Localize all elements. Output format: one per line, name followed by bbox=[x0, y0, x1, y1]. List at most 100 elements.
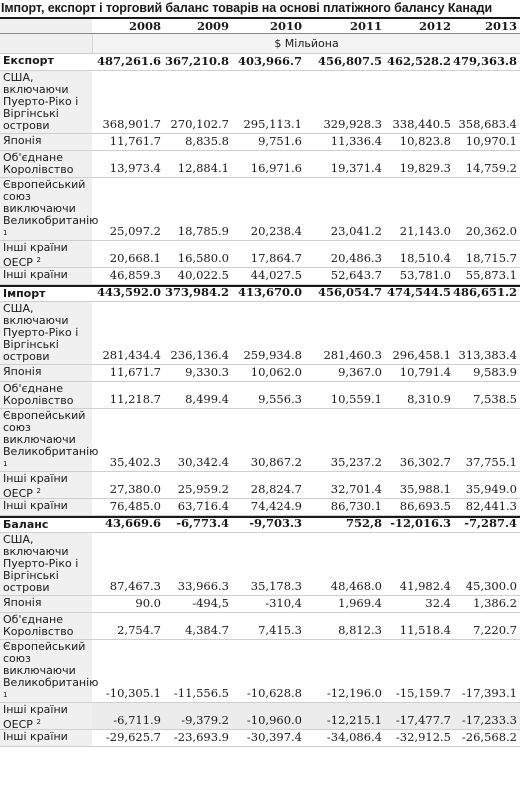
value-cell: 373,984.2 bbox=[164, 285, 229, 299]
value-cell: 9,556.3 bbox=[258, 392, 302, 406]
year-header: 2013 bbox=[484, 18, 517, 33]
row-label-text: Європейський союз виключаючи Великобрита… bbox=[3, 409, 99, 458]
value-cell: -17,233.3 bbox=[461, 713, 517, 727]
value-cell: 74,424.9 bbox=[250, 499, 302, 513]
row-label: Імпорт bbox=[0, 287, 92, 301]
value-cell: 10,559.1 bbox=[330, 392, 382, 406]
footnote-marker: 2 bbox=[36, 718, 41, 726]
value-cell: 281,434.4 bbox=[102, 348, 161, 362]
value-cell: 18,785.9 bbox=[177, 224, 229, 238]
value-cell: 368,901.7 bbox=[102, 117, 161, 131]
value-cell: 11,761.7 bbox=[109, 134, 161, 148]
value-cell: 30,342.4 bbox=[177, 455, 229, 469]
table-row: Японія 11,761.7 8,835.8 9,751.6 11,336.4 10,8… bbox=[0, 134, 520, 151]
value-cell: 462,528.2 bbox=[386, 54, 451, 68]
row-label-text: США, включаючи Пуерто-Ріко і Віргінські … bbox=[3, 71, 79, 132]
row-label-text: Інші країни bbox=[3, 268, 68, 281]
row-label-text: Об'єднане Королівство bbox=[3, 151, 74, 176]
value-cell: -11,556.5 bbox=[173, 686, 229, 700]
row-label: Об'єднане Королівство bbox=[0, 382, 92, 408]
table-row: США, включаючи Пуерто-Ріко і Віргінські … bbox=[0, 533, 520, 596]
row-label: Європейський союз виключаючи Великобрита… bbox=[0, 640, 98, 702]
value-cell: 86,730.1 bbox=[330, 499, 382, 513]
value-cell: 338,440.5 bbox=[392, 117, 451, 131]
row-label-text: США, включаючи Пуерто-Ріко і Віргінські … bbox=[3, 533, 79, 594]
year-header: 2011 bbox=[349, 18, 382, 33]
value-cell: 35,178.3 bbox=[250, 579, 302, 593]
value-cell: 296,458.1 bbox=[392, 348, 451, 362]
value-cell: 25,097.2 bbox=[109, 224, 161, 238]
value-cell: 474,544.5 bbox=[386, 285, 451, 299]
value-cell: 10,791.4 bbox=[399, 365, 451, 379]
table-row: Об'єднане Королівство 11,218.7 8,499.4 9,55… bbox=[0, 382, 520, 409]
value-cell: -29,625.7 bbox=[105, 730, 161, 744]
value-cell: 11,218.7 bbox=[109, 392, 161, 406]
value-cell: 10,970.1 bbox=[465, 134, 517, 148]
row-label: Інші країни bbox=[0, 499, 92, 515]
value-cell: 8,812.3 bbox=[338, 623, 382, 637]
value-cell: 752,8 bbox=[345, 516, 382, 530]
value-cell: 19,829.3 bbox=[399, 161, 451, 175]
row-label: США, включаючи Пуерто-Ріко і Віргінські … bbox=[0, 533, 92, 595]
value-cell: 25,959.2 bbox=[177, 482, 229, 496]
value-cell: 30,867.2 bbox=[250, 455, 302, 469]
row-label: Європейський союз виключаючи Великобрита… bbox=[0, 178, 98, 240]
value-cell: 14,759.2 bbox=[465, 161, 517, 175]
value-cell: 8,499.4 bbox=[185, 392, 229, 406]
value-cell: 443,592.0 bbox=[96, 285, 161, 299]
value-cell: 8,835.8 bbox=[185, 134, 229, 148]
value-cell: 43,669.6 bbox=[104, 516, 161, 530]
value-cell: 46,859.3 bbox=[109, 268, 161, 282]
value-cell: 52,643.7 bbox=[330, 268, 382, 282]
row-label-text: Японія bbox=[3, 365, 42, 378]
value-cell: 21,143.0 bbox=[399, 224, 451, 238]
row-label-text: Японія bbox=[3, 596, 42, 609]
value-cell: 7,538.5 bbox=[473, 392, 517, 406]
row-label-text: Об'єднане Королівство bbox=[3, 613, 74, 638]
row-label-text: Інші країни bbox=[3, 730, 68, 743]
footnote-marker: 1 bbox=[3, 691, 8, 699]
value-cell: -15,159.7 bbox=[395, 686, 451, 700]
table-body: Експорт 487,261.6 367,210.8 403,966.7 456,80… bbox=[0, 54, 520, 747]
row-label-text: Японія bbox=[3, 134, 42, 147]
value-cell: 32.4 bbox=[425, 596, 451, 610]
value-cell: 35,988.1 bbox=[399, 482, 451, 496]
value-cell: 367,210.8 bbox=[164, 54, 229, 68]
table-row: Японія 90.0 -494,5 -310,4 1,969.4 32.4 1,386.2 bbox=[0, 596, 520, 613]
year-header: 2009 bbox=[196, 18, 229, 33]
value-cell: 270,102.7 bbox=[170, 117, 229, 131]
value-cell: 45,300.0 bbox=[465, 579, 517, 593]
row-label: Інші країни ОЕСР 2 bbox=[0, 703, 92, 731]
value-cell: -6,773.4 bbox=[176, 516, 229, 530]
value-cell: 486,651.2 bbox=[452, 285, 517, 299]
value-cell: 9,330.3 bbox=[185, 365, 229, 379]
row-label-text: Об'єднане Королівство bbox=[3, 382, 74, 407]
table-row: Об'єднане Королівство 2,754.7 4,384.7 7,415… bbox=[0, 613, 520, 640]
value-cell: 20,362.0 bbox=[465, 224, 517, 238]
row-label-text: Імпорт bbox=[3, 287, 46, 300]
row-label: Баланс bbox=[0, 518, 92, 532]
row-label-text: Інші країни ОЕСР bbox=[3, 472, 68, 500]
value-cell: 36,302.7 bbox=[399, 455, 451, 469]
table-row: Європейський союз виключаючи Великобрита… bbox=[0, 178, 520, 241]
value-cell: 18,715.7 bbox=[465, 251, 517, 265]
row-label: Інші країни bbox=[0, 730, 92, 746]
value-cell: 35,949.0 bbox=[465, 482, 517, 496]
value-cell: 11,518.4 bbox=[399, 623, 451, 637]
value-cell: 7,220.7 bbox=[473, 623, 517, 637]
value-cell: 33,966.3 bbox=[177, 579, 229, 593]
row-label-text: Експорт bbox=[3, 54, 54, 67]
row-label-text: Баланс bbox=[3, 518, 49, 531]
footnote-marker: 1 bbox=[3, 229, 8, 237]
row-label: Японія bbox=[0, 365, 92, 381]
value-cell: 413,670.0 bbox=[237, 285, 302, 299]
value-cell: -17,477.7 bbox=[395, 713, 451, 727]
value-cell: -7,287.4 bbox=[464, 516, 517, 530]
section-row: Баланс 43,669.6 -6,773.4 -9,703.3 752,8 -12,0… bbox=[0, 516, 520, 533]
value-cell: 1,969.4 bbox=[338, 596, 382, 610]
value-cell: -17,393.1 bbox=[461, 686, 517, 700]
value-cell: 9,583.9 bbox=[473, 365, 517, 379]
footnote-marker: 2 bbox=[36, 256, 41, 264]
value-cell: 313,383.4 bbox=[458, 348, 517, 362]
row-label-text: Інші країни bbox=[3, 499, 68, 512]
